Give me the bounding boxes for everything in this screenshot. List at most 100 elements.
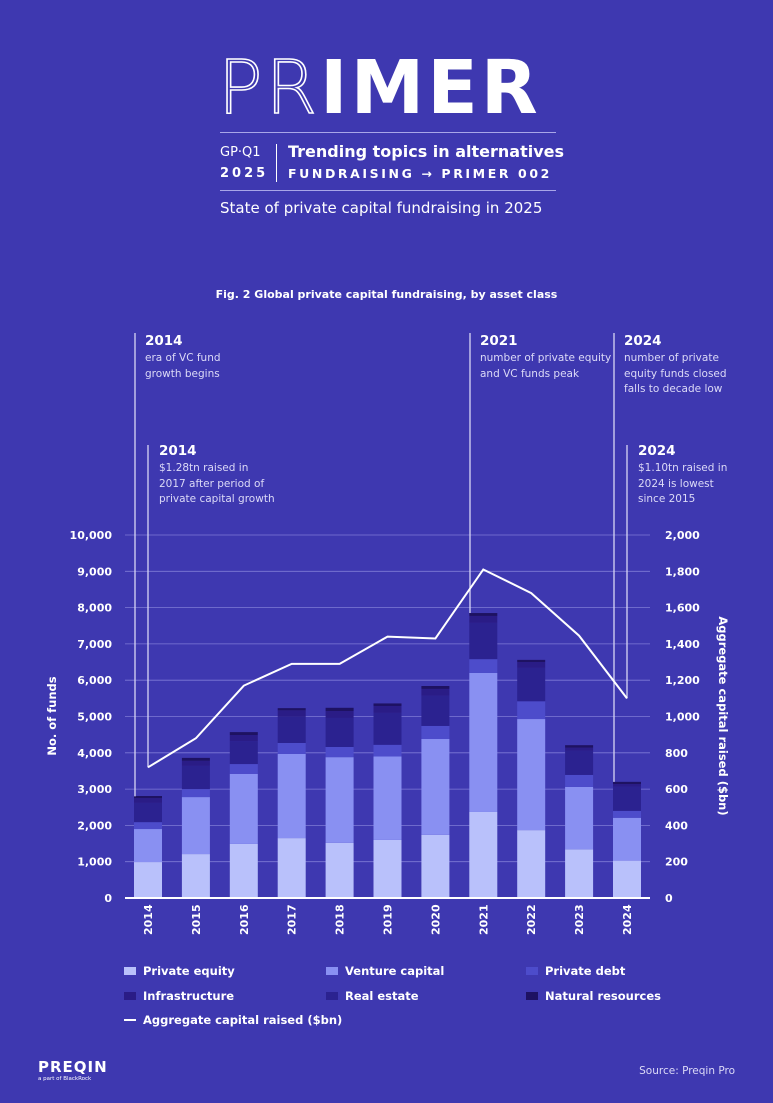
annotation-text: era of VC fund growth begins bbox=[145, 352, 221, 380]
y-tick-label-left: 0 bbox=[104, 892, 112, 905]
annotation-text: number of private equity funds closed fa… bbox=[624, 352, 727, 395]
bar-segment-natural-resources bbox=[325, 707, 354, 712]
y-tick-label-right: 1,600 bbox=[665, 602, 700, 615]
legend-item-natural-resources: Natural resources bbox=[526, 989, 661, 1003]
bar-segment-real-estate bbox=[421, 695, 450, 726]
bar-segment-natural-resources bbox=[613, 781, 641, 785]
bar-segment-venture-capital bbox=[613, 817, 641, 861]
bar-segment-private-debt bbox=[421, 725, 450, 740]
bar-segment-natural-resources bbox=[517, 659, 546, 663]
bar-segment-private-equity bbox=[469, 811, 498, 898]
x-tick-label: 2024 bbox=[621, 904, 634, 935]
y-tick-label-left: 6,000 bbox=[77, 674, 112, 687]
y-tick-label-right: 1,000 bbox=[665, 711, 700, 724]
bar-segment-natural-resources bbox=[229, 732, 258, 736]
x-tick-label: 2019 bbox=[382, 904, 395, 935]
legend-label: Natural resources bbox=[545, 989, 661, 1003]
bar-segment-venture-capital bbox=[373, 756, 402, 840]
bar-segment-infrastructure bbox=[421, 688, 450, 696]
bar-segment-infrastructure bbox=[517, 662, 546, 668]
annotation-2014-vc: 2014 era of VC fund growth begins bbox=[145, 333, 221, 382]
legend-swatch bbox=[124, 967, 136, 975]
bar-segment-natural-resources bbox=[373, 703, 402, 706]
aggregate-capital-line bbox=[147, 568, 628, 769]
y-tick-label-left: 1,000 bbox=[77, 856, 112, 869]
bar-segment-private-debt bbox=[325, 746, 354, 758]
x-tick-label: 2017 bbox=[286, 904, 299, 935]
y-tick-label-left: 5,000 bbox=[77, 711, 112, 724]
bar-segment-venture-capital bbox=[421, 739, 450, 835]
y-tick-label-left: 10,000 bbox=[70, 529, 113, 542]
y-tick-label-right: 2,000 bbox=[665, 529, 700, 542]
source-note: Source: Preqin Pro bbox=[639, 1065, 735, 1077]
bar-segment-private-equity bbox=[613, 860, 641, 898]
bar-segment-natural-resources bbox=[181, 757, 210, 761]
bar-segment-venture-capital bbox=[517, 719, 546, 831]
legend-label: Aggregate capital raised ($bn) bbox=[143, 1013, 343, 1027]
legend-item-venture-capital: Venture capital bbox=[326, 964, 444, 978]
y-tick-label-left: 8,000 bbox=[77, 602, 112, 615]
bar-segment-private-debt bbox=[469, 659, 498, 673]
chart-title: Fig. 2 Global private capital fundraisin… bbox=[215, 288, 558, 301]
logo-thin-text: PR bbox=[217, 45, 321, 131]
bar-segment-natural-resources bbox=[134, 795, 162, 799]
subheadline: FUNDRAISING → PRIMER 002 bbox=[288, 166, 552, 181]
page-subtitle: State of private capital fundraising in … bbox=[220, 199, 543, 217]
legend-swatch bbox=[326, 967, 338, 975]
x-tick-label: 2016 bbox=[238, 904, 251, 935]
x-tick-label: 2015 bbox=[190, 904, 203, 935]
legend-swatch bbox=[526, 967, 538, 975]
bar-segment-private-equity bbox=[229, 843, 258, 898]
x-tick-label: 2022 bbox=[525, 904, 538, 935]
bar-segment-real-estate bbox=[373, 712, 402, 745]
bar-segment-infrastructure bbox=[277, 710, 306, 717]
legend-item-aggregate-capital: Aggregate capital raised ($bn) bbox=[124, 1013, 342, 1027]
bar-segment-private-equity bbox=[325, 842, 354, 898]
preqin-logo: PREQIN bbox=[38, 1058, 108, 1076]
divider bbox=[220, 190, 556, 191]
y-tick-label-right: 600 bbox=[665, 783, 688, 796]
y-tick-label-right: 1,200 bbox=[665, 674, 700, 687]
bar-segment-venture-capital bbox=[277, 753, 306, 839]
y-tick-label-left: 2,000 bbox=[77, 819, 112, 832]
legend-label: Private debt bbox=[545, 964, 626, 978]
y-axis-title-left: No. of funds bbox=[45, 676, 59, 755]
divider bbox=[276, 144, 277, 182]
bar-segment-real-estate bbox=[181, 765, 210, 790]
headline: Trending topics in alternatives bbox=[288, 142, 565, 161]
y-tick-label-left: 9,000 bbox=[77, 565, 112, 578]
bar-segment-private-equity bbox=[421, 834, 450, 898]
bar-segment-real-estate bbox=[469, 622, 498, 660]
preqin-logo-subtext: a part of BlackRock bbox=[38, 1076, 92, 1082]
annotation-2024-funds: 2024 number of private equity funds close… bbox=[624, 333, 727, 398]
primer-logo: PRIMER bbox=[217, 50, 558, 126]
annotation-year: 2024 bbox=[624, 333, 662, 349]
bar-segment-natural-resources bbox=[421, 686, 450, 689]
legend-item-private-equity: Private equity bbox=[124, 964, 235, 978]
annotation-year: 2021 bbox=[480, 333, 518, 349]
legend-label: Venture capital bbox=[345, 964, 445, 978]
legend-item-private-debt: Private debt bbox=[526, 964, 625, 978]
series-code: GP·Q1 bbox=[220, 145, 261, 160]
bar-segment-venture-capital bbox=[229, 773, 258, 844]
legend-swatch bbox=[124, 992, 136, 1000]
bar-segment-real-estate bbox=[325, 717, 354, 747]
bar-segment-infrastructure bbox=[134, 798, 162, 803]
annotation-2021: 2021 number of private equity and VC fund… bbox=[480, 333, 611, 382]
bar-segment-infrastructure bbox=[469, 615, 498, 623]
divider bbox=[220, 132, 556, 133]
bar-segment-real-estate bbox=[613, 786, 641, 811]
bar-segment-private-equity bbox=[373, 839, 402, 898]
y-tick-label-right: 0 bbox=[665, 892, 673, 905]
annotation-text: $1.10tn raised in 2024 is lowest since 2… bbox=[638, 462, 728, 505]
bar-segment-infrastructure bbox=[325, 711, 354, 718]
y-tick-label-right: 1,400 bbox=[665, 638, 700, 651]
annotation-text: $1.28tn raised in 2017 after period of p… bbox=[159, 462, 275, 505]
bar-segment-natural-resources bbox=[469, 613, 498, 616]
legend-item-infrastructure: Infrastructure bbox=[124, 989, 234, 1003]
bar-segment-private-debt bbox=[613, 810, 641, 818]
bar-segment-private-debt bbox=[373, 744, 402, 757]
x-tick-label: 2020 bbox=[429, 904, 442, 935]
bar-segment-venture-capital bbox=[469, 672, 498, 812]
